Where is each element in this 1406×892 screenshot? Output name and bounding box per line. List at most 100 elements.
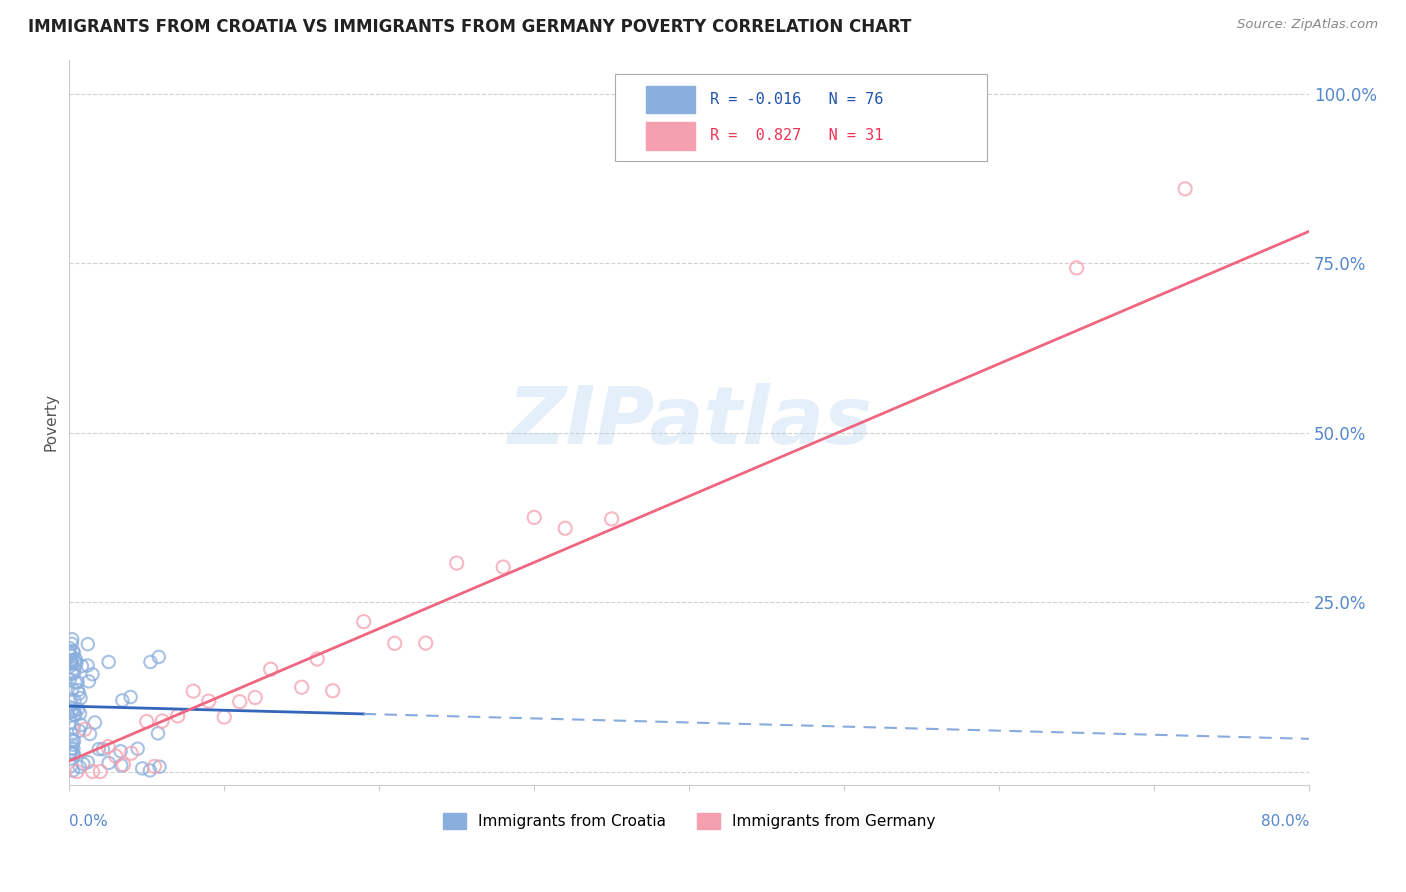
Point (69, 706, 91, 721)
Point (228, 695, 250, 709)
Point (63, 654, 86, 668)
Point (63, 661, 86, 675)
Point (63, 707, 86, 722)
Point (97, 655, 120, 669)
Point (148, 760, 170, 774)
Point (60, 745, 83, 759)
Point (59, 659, 82, 673)
Point (384, 636, 406, 650)
Point (97, 756, 120, 770)
Point (353, 615, 375, 629)
Point (67, 723, 90, 738)
Point (523, 510, 546, 524)
Point (600, 512, 623, 526)
Point (104, 749, 127, 764)
Point (66, 675, 89, 690)
Point (60, 632, 83, 647)
Point (60, 741, 83, 756)
Point (70, 718, 93, 732)
Point (415, 636, 437, 650)
Text: R = -0.016   N = 76: R = -0.016 N = 76 (710, 92, 883, 107)
Point (63, 646, 86, 660)
Point (148, 649, 170, 664)
Point (139, 764, 162, 778)
Point (127, 741, 149, 756)
Point (62, 733, 84, 747)
Point (62, 667, 84, 681)
Point (67, 687, 90, 701)
Point (60, 657, 83, 671)
Point (89, 764, 111, 779)
Point (554, 521, 576, 535)
Point (446, 556, 468, 570)
Point (82, 764, 104, 779)
Point (63, 747, 86, 761)
Point (212, 710, 235, 724)
Point (120, 746, 142, 760)
Point (59, 716, 82, 731)
Point (260, 662, 283, 676)
Point (72, 757, 94, 772)
Point (69, 760, 91, 774)
Point (73, 723, 96, 737)
Y-axis label: Poverty: Poverty (44, 393, 58, 451)
Point (77, 674, 100, 689)
Point (1174, 182, 1197, 196)
Point (139, 655, 162, 669)
Point (1066, 260, 1088, 275)
Point (110, 744, 132, 758)
Point (62, 738, 84, 752)
Point (150, 714, 173, 728)
Text: R =  0.827   N = 31: R = 0.827 N = 31 (710, 128, 883, 144)
Point (66, 683, 89, 698)
Point (69, 691, 91, 706)
Point (60, 727, 83, 741)
Point (143, 759, 166, 773)
Point (65, 652, 87, 666)
Point (146, 726, 169, 740)
Point (60, 653, 83, 667)
Point (63, 665, 86, 680)
Point (82, 667, 104, 681)
Point (59, 648, 82, 663)
Point (66, 764, 89, 779)
Point (60, 656, 83, 670)
Point (60, 637, 83, 651)
FancyBboxPatch shape (645, 122, 696, 150)
Point (120, 690, 142, 704)
Point (60, 657, 83, 671)
Point (65, 657, 87, 671)
Point (87, 742, 110, 756)
Point (59, 746, 82, 760)
Point (322, 683, 344, 698)
Point (492, 560, 515, 574)
Point (70, 659, 93, 673)
Point (97, 739, 120, 754)
Point (135, 714, 157, 729)
FancyBboxPatch shape (614, 74, 987, 161)
Point (65, 708, 87, 723)
Text: 80.0%: 80.0% (1261, 814, 1309, 829)
Point (62, 721, 84, 735)
Point (76, 755, 98, 769)
Text: Source: ZipAtlas.com: Source: ZipAtlas.com (1237, 18, 1378, 31)
Point (181, 684, 204, 698)
Point (60, 759, 83, 773)
Point (83, 715, 105, 730)
Point (63, 734, 86, 748)
Point (60, 682, 83, 697)
Legend: Immigrants from Croatia, Immigrants from Germany: Immigrants from Croatia, Immigrants from… (437, 807, 942, 836)
Point (79, 727, 101, 741)
Point (62, 702, 84, 716)
Point (62, 644, 84, 658)
Point (110, 758, 132, 772)
Point (76, 658, 98, 673)
Text: IMMIGRANTS FROM CROATIA VS IMMIGRANTS FROM GERMANY POVERTY CORRELATION CHART: IMMIGRANTS FROM CROATIA VS IMMIGRANTS FR… (28, 18, 911, 36)
Point (131, 761, 153, 775)
Text: 0.0%: 0.0% (69, 814, 108, 829)
Point (62, 764, 84, 778)
Point (58, 700, 80, 714)
Point (91, 742, 114, 756)
Point (197, 694, 219, 708)
Point (62, 747, 84, 761)
